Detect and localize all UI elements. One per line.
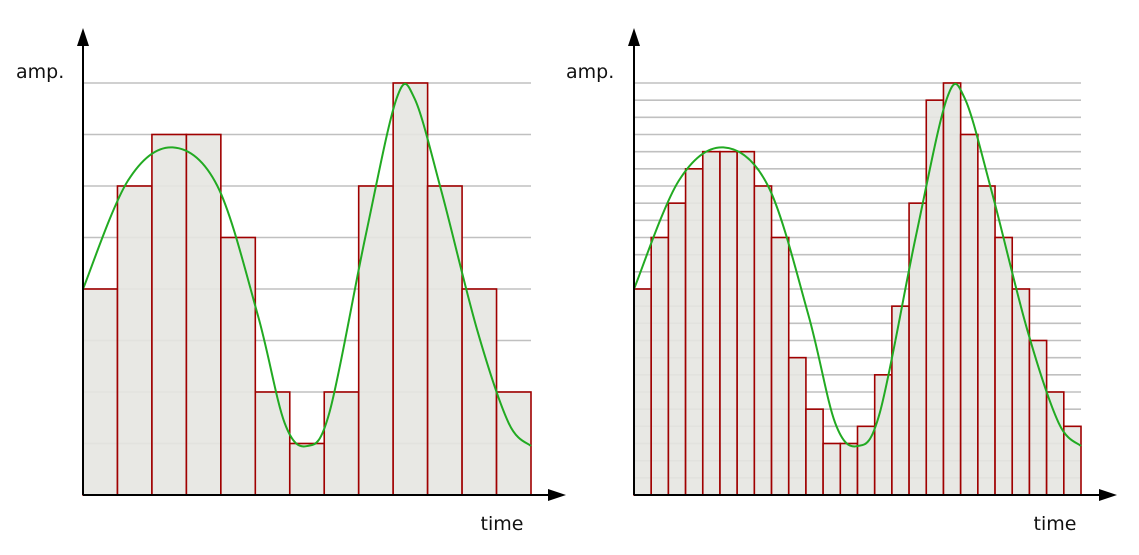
sample-bar — [908, 202, 928, 496]
sample-bar — [116, 185, 153, 496]
y-axis-arrow-icon — [628, 28, 640, 46]
y-axis-label: amp. — [566, 61, 614, 83]
sample-bar — [185, 133, 222, 496]
sample-bar — [288, 442, 326, 496]
sample-bar — [942, 82, 962, 496]
signal-curve — [633, 82, 1082, 448]
sample-bar — [323, 391, 360, 496]
sample-bar — [736, 150, 756, 496]
sample-bar — [994, 236, 1014, 496]
sample-bar — [891, 305, 910, 496]
x-axis-label: time — [481, 513, 524, 535]
axes — [77, 28, 566, 501]
sample-bar — [822, 442, 842, 496]
sample-bar — [461, 288, 498, 496]
sample-bar — [701, 150, 721, 496]
sample-bar — [1011, 288, 1031, 496]
sample-bars — [633, 82, 1082, 496]
sample-bar — [650, 236, 670, 496]
sample-bar — [719, 150, 738, 496]
sample-bar — [633, 288, 652, 496]
sample-bar — [839, 442, 859, 496]
x-axis-arrow-icon — [1099, 489, 1117, 501]
x-axis-label: time — [1034, 513, 1077, 535]
y-axis-arrow-icon — [77, 28, 89, 46]
sample-bar — [770, 236, 790, 496]
sample-bar — [392, 82, 429, 496]
y-axis-label: amp. — [16, 61, 64, 83]
sample-bar — [426, 185, 463, 496]
coarse-quantization-chart: amp. time — [16, 28, 566, 535]
sample-bar — [977, 185, 996, 496]
sample-bar — [787, 356, 807, 496]
x-axis-arrow-icon — [548, 489, 566, 501]
sample-bar — [873, 374, 893, 496]
sample-bar — [254, 391, 291, 496]
sample-bar — [753, 185, 773, 496]
sample-bar — [925, 99, 945, 496]
sample-bar — [805, 408, 824, 496]
sample-bar — [220, 236, 257, 496]
signal-curve — [82, 82, 532, 448]
sample-bar — [959, 133, 979, 496]
sample-bar — [667, 202, 687, 496]
fine-quantization-chart: amp. time — [566, 28, 1117, 535]
sample-bar — [1045, 391, 1065, 496]
sample-bar — [82, 288, 119, 496]
axes — [628, 28, 1117, 501]
sample-bar — [357, 185, 394, 496]
sample-bar — [151, 133, 188, 496]
sample-bar — [684, 168, 704, 496]
